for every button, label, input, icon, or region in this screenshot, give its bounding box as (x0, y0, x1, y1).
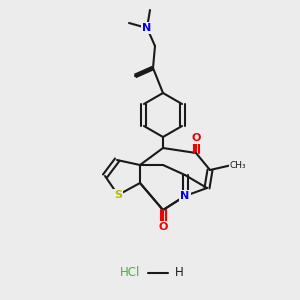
Text: CH₃: CH₃ (230, 160, 247, 169)
Text: N: N (180, 191, 190, 201)
Text: S: S (114, 190, 122, 200)
Text: N: N (142, 23, 152, 33)
Text: HCl: HCl (120, 266, 140, 280)
Text: H: H (175, 266, 184, 280)
Text: O: O (191, 133, 201, 143)
Text: O: O (158, 222, 168, 232)
